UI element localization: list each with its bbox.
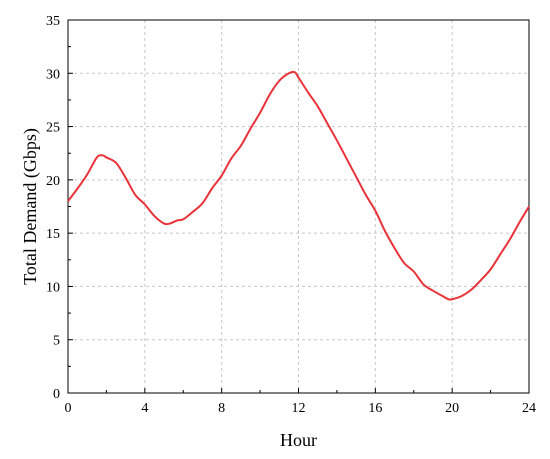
x-tick-label: 8 xyxy=(218,401,225,416)
y-tick-label: 10 xyxy=(46,280,60,295)
x-tick-label: 4 xyxy=(141,401,148,416)
y-axis-title: Total Demand (Gbps) xyxy=(20,128,41,285)
y-tick-label: 35 xyxy=(46,14,60,29)
y-tick-label: 0 xyxy=(53,387,60,402)
x-tick-label: 16 xyxy=(368,401,382,416)
y-tick-label: 20 xyxy=(46,174,60,189)
grid-lines xyxy=(68,20,529,393)
y-tick-label: 25 xyxy=(46,121,60,136)
series-line-0 xyxy=(67,70,530,301)
axis-ticks: 0 4 8 12 16 20 24 0 5 10 15 20 25 30 35 xyxy=(46,14,536,416)
y-tick-label: 5 xyxy=(53,334,60,349)
x-tick-label: 0 xyxy=(65,401,72,416)
x-tick-label: 12 xyxy=(292,401,306,416)
y-tick-label: 30 xyxy=(46,67,60,82)
y-tick-label: 15 xyxy=(46,227,60,242)
x-tick-label: 20 xyxy=(445,401,459,416)
x-tick-label: 24 xyxy=(522,401,536,416)
x-axis-title: Hour xyxy=(280,430,317,450)
series-layer xyxy=(67,70,530,301)
